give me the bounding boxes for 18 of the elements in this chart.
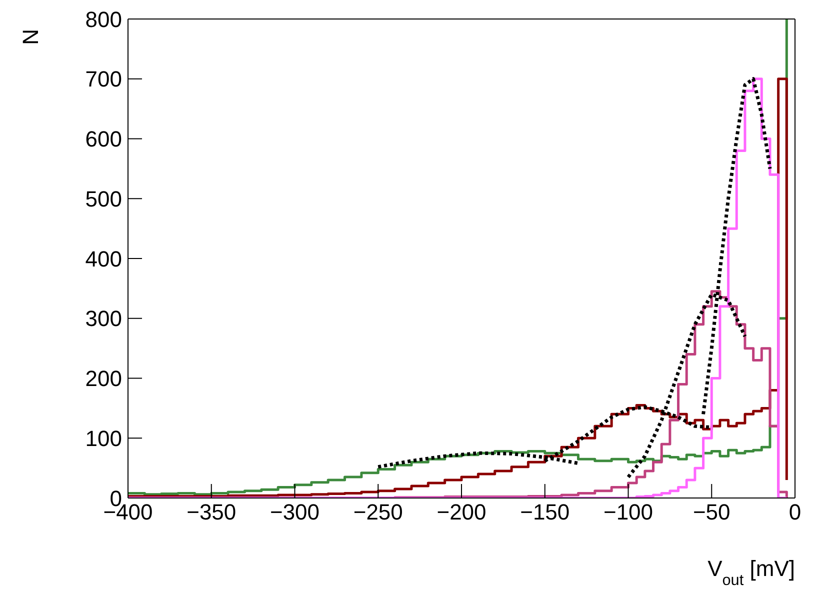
y-tick-label: 800 — [85, 6, 122, 32]
x-tick-label: −200 — [436, 500, 486, 525]
y-tick-label: 600 — [85, 126, 122, 152]
y-tick-label: 400 — [85, 246, 122, 272]
y-tick-label: 700 — [85, 66, 122, 92]
y-tick-label: 100 — [85, 426, 122, 451]
x-tick-label: 0 — [788, 500, 802, 525]
x-tick-label: −300 — [270, 500, 320, 525]
x-tick-label: −350 — [186, 500, 236, 525]
y-tick-label: 500 — [85, 186, 122, 212]
x-tick-label: −150 — [520, 500, 570, 525]
x-axis-title: V$_{out}$ [mV] — [708, 556, 795, 588]
x-tick-label: −250 — [353, 500, 403, 525]
y-axis-title: N — [18, 29, 43, 45]
y-tick-label: 200 — [85, 366, 122, 392]
y-tick-label: 300 — [85, 306, 122, 332]
x-tick-label: −100 — [603, 500, 654, 525]
x-tick-label: −50 — [692, 500, 730, 525]
